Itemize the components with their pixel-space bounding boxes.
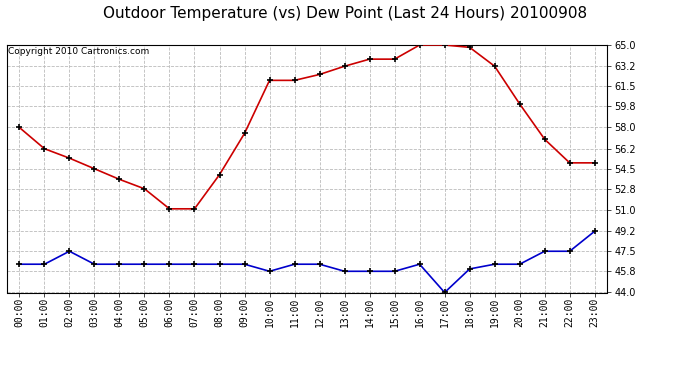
Text: Copyright 2010 Cartronics.com: Copyright 2010 Cartronics.com <box>8 48 149 57</box>
Text: Outdoor Temperature (vs) Dew Point (Last 24 Hours) 20100908: Outdoor Temperature (vs) Dew Point (Last… <box>103 6 587 21</box>
